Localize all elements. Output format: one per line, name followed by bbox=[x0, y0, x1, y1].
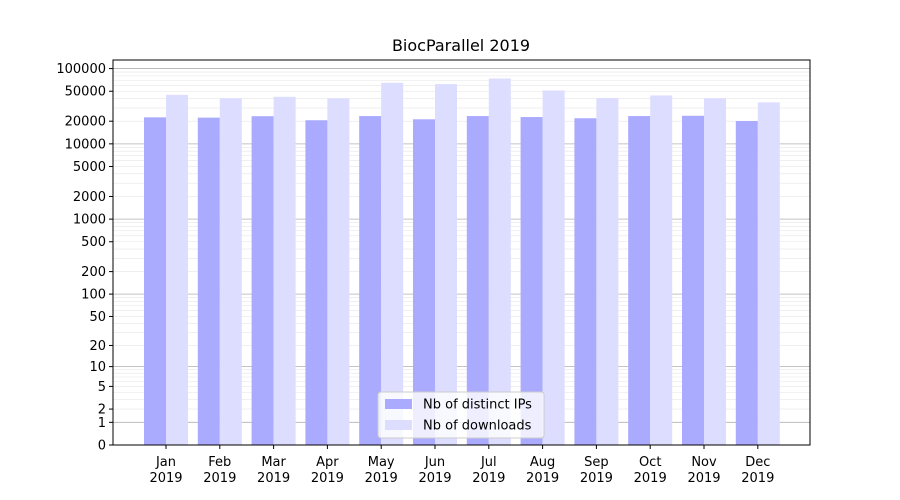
x-tick-label-year: 2019 bbox=[634, 471, 667, 486]
bar-nb-of-distinct-ips-1 bbox=[197, 117, 220, 446]
legend: Nb of distinct IPs Nb of downloads bbox=[377, 391, 545, 439]
bar-nb-of-downloads-8 bbox=[596, 98, 619, 446]
bar-nb-of-downloads-10 bbox=[704, 98, 726, 445]
x-tick-label-year: 2019 bbox=[257, 471, 290, 486]
bar-nb-of-distinct-ips-11 bbox=[735, 121, 758, 445]
bar-nb-of-distinct-ips-3 bbox=[305, 120, 328, 446]
chart-title: BiocParallel 2019 bbox=[392, 36, 530, 55]
x-tick-label-month: Sep bbox=[584, 455, 609, 470]
x-tick-label-month: Oct bbox=[639, 455, 661, 470]
y-tick-label: 500 bbox=[81, 235, 106, 250]
y-tick-label: 10000 bbox=[65, 137, 106, 152]
bar-nb-of-distinct-ips-2 bbox=[251, 116, 274, 446]
x-tick-label-year: 2019 bbox=[365, 471, 398, 486]
y-tick-label: 0 bbox=[98, 439, 106, 454]
y-tick-label: 200 bbox=[81, 265, 106, 280]
x-tick-label-year: 2019 bbox=[418, 471, 451, 486]
y-tick-label: 2 bbox=[98, 403, 106, 418]
plot-frame bbox=[112, 59, 811, 446]
bar-nb-of-distinct-ips-4 bbox=[359, 116, 382, 445]
bar-nb-of-distinct-ips-10 bbox=[682, 115, 704, 445]
x-tick-label-year: 2019 bbox=[203, 471, 236, 486]
bar-nb-of-distinct-ips-7 bbox=[520, 117, 543, 446]
legend-label-0: Nb of distinct IPs bbox=[423, 398, 532, 413]
y-tick-label: 20 bbox=[89, 339, 106, 354]
x-tick-label-month: Nov bbox=[691, 455, 717, 470]
bar-nb-of-distinct-ips-9 bbox=[628, 116, 651, 445]
x-tick-label-month: Apr bbox=[316, 455, 339, 470]
x-tick-label-year: 2019 bbox=[472, 471, 505, 486]
x-tick-label-month: Feb bbox=[208, 455, 231, 470]
bar-nb-of-downloads-6 bbox=[488, 78, 511, 446]
axes: 0 12 5 10 20 50 100 200 500 1000 2000 5000 10000 2000… bbox=[56, 59, 811, 486]
x-tick-label-month: Jan bbox=[155, 455, 176, 470]
x-tick-label-year: 2019 bbox=[311, 471, 344, 486]
legend-label-1: Nb of downloads bbox=[423, 419, 532, 434]
y-tick-label: 100000 bbox=[56, 62, 106, 77]
y-tick-label: 100 bbox=[81, 288, 106, 303]
bar-nb-of-downloads-7 bbox=[542, 90, 565, 446]
y-tick-label: 5000 bbox=[73, 160, 106, 175]
bar-nb-of-downloads-2 bbox=[273, 96, 296, 446]
x-tick-label-year: 2019 bbox=[741, 471, 774, 486]
bars bbox=[144, 78, 780, 446]
bar-nb-of-distinct-ips-6 bbox=[466, 116, 489, 445]
y-tick-label: 50 bbox=[89, 310, 106, 325]
y-tick-label: 5 bbox=[98, 380, 106, 395]
x-tick-label-month: Jun bbox=[424, 455, 445, 470]
bar-nb-of-distinct-ips-8 bbox=[574, 118, 597, 445]
legend-swatch-1 bbox=[385, 420, 412, 430]
bar-nb-of-distinct-ips-0 bbox=[144, 117, 166, 445]
bar-nb-of-downloads-11 bbox=[757, 102, 780, 446]
y-tick-label: 20000 bbox=[65, 115, 106, 130]
x-tick-label-month: Jul bbox=[480, 455, 497, 470]
bar-nb-of-downloads-0 bbox=[166, 94, 188, 446]
legend-swatch-0 bbox=[385, 399, 412, 409]
x-tick-label-month: Mar bbox=[261, 455, 286, 470]
bar-nb-of-downloads-3 bbox=[327, 98, 350, 445]
y-tick-label: 50000 bbox=[65, 85, 106, 100]
x-tick-label-month: Dec bbox=[745, 455, 770, 470]
legend-box bbox=[377, 391, 545, 439]
y-tick-label: 2000 bbox=[73, 190, 106, 205]
bar-nb-of-downloads-1 bbox=[219, 98, 242, 445]
x-tick-label-year: 2019 bbox=[149, 471, 182, 486]
bar-nb-of-downloads-5 bbox=[435, 84, 457, 445]
y-tick-label: 1000 bbox=[73, 213, 106, 228]
y-tick-label: 10 bbox=[89, 360, 106, 375]
x-tick-label-month: May bbox=[368, 455, 395, 470]
x-tick-label-year: 2019 bbox=[526, 471, 559, 486]
y-tick-label: 1 bbox=[98, 416, 106, 431]
bar-nb-of-distinct-ips-5 bbox=[413, 119, 435, 445]
bar-nb-of-downloads-9 bbox=[650, 95, 673, 446]
x-tick-label-month: Aug bbox=[530, 455, 555, 470]
x-tick-label-year: 2019 bbox=[580, 471, 613, 486]
bar-nb-of-downloads-4 bbox=[381, 82, 404, 445]
x-tick-label-year: 2019 bbox=[687, 471, 720, 486]
